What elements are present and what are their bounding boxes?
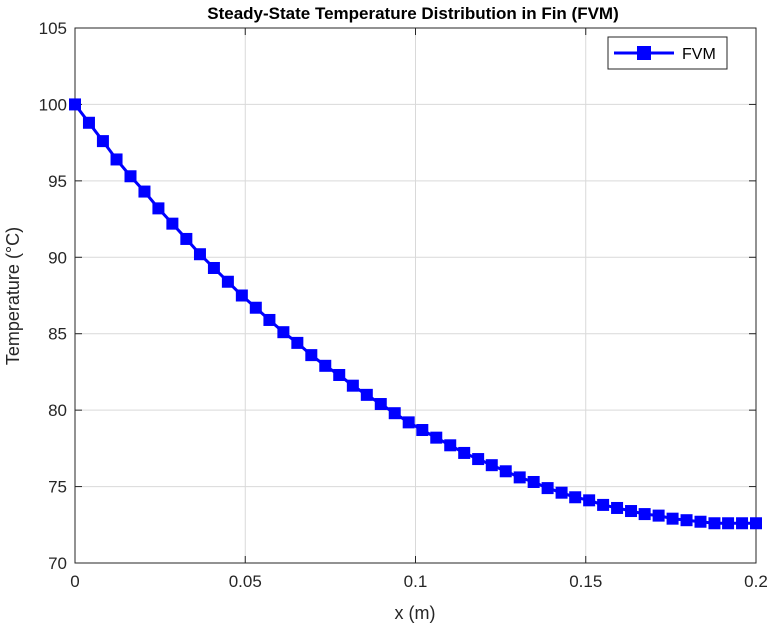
y-tick-label: 100 xyxy=(39,95,67,114)
x-tick-label: 0.05 xyxy=(229,572,262,591)
legend[interactable]: FVM xyxy=(607,36,728,70)
data-point xyxy=(374,398,387,411)
y-tick-label: 95 xyxy=(48,172,67,191)
data-point xyxy=(708,517,721,530)
data-point xyxy=(458,446,471,459)
grid xyxy=(74,27,757,564)
data-point xyxy=(722,517,735,530)
legend-box xyxy=(607,36,728,70)
y-tick-label: 85 xyxy=(48,325,67,344)
y-tick-label: 75 xyxy=(48,478,67,497)
data-point xyxy=(402,416,415,429)
axis-ticks: 0 0.05 0.1 0.15 0.2 70 75 80 85 90 95 100 105 xyxy=(39,19,768,591)
data-point xyxy=(597,498,610,511)
data-point xyxy=(166,217,179,230)
data-point xyxy=(69,98,81,111)
data-point xyxy=(207,261,220,274)
data-point xyxy=(666,512,679,525)
data-point xyxy=(138,185,151,198)
data-point xyxy=(736,517,749,530)
data-point xyxy=(360,388,373,401)
data-point xyxy=(388,407,401,420)
data-point xyxy=(485,459,498,472)
data-point xyxy=(96,135,109,148)
y-tick-label: 70 xyxy=(48,554,67,573)
data-point xyxy=(249,301,262,314)
data-point xyxy=(221,275,234,288)
x-tick-label: 0.1 xyxy=(404,572,428,591)
data-point xyxy=(152,202,165,215)
data-point xyxy=(499,465,512,478)
data-point xyxy=(472,453,485,466)
data-point xyxy=(277,326,290,339)
data-point xyxy=(638,508,651,521)
data-point xyxy=(416,424,429,437)
data-point xyxy=(263,313,276,326)
data-point xyxy=(694,515,707,528)
data-point xyxy=(430,431,443,444)
data-point xyxy=(680,514,693,527)
y-tick-label: 80 xyxy=(48,401,67,420)
series-layer xyxy=(69,98,762,530)
data-point xyxy=(319,359,332,372)
data-point xyxy=(555,486,568,499)
x-tick-label: 0.2 xyxy=(744,572,768,591)
x-tick-label: 0.15 xyxy=(569,572,602,591)
data-point xyxy=(124,170,137,183)
data-point xyxy=(333,368,346,381)
x-axis-label: x (m) xyxy=(395,603,436,623)
data-point xyxy=(180,232,193,245)
data-point xyxy=(541,482,554,495)
x-tick-label: 0 xyxy=(70,572,79,591)
data-point xyxy=(193,248,206,261)
data-point xyxy=(569,491,582,504)
data-point xyxy=(444,439,457,452)
data-point xyxy=(611,501,624,514)
data-point xyxy=(625,505,638,518)
legend-label: FVM xyxy=(682,46,716,63)
data-point xyxy=(513,471,526,484)
y-axis-label: Temperature (°C) xyxy=(3,227,23,365)
data-point xyxy=(110,153,123,166)
data-point xyxy=(527,475,540,488)
y-tick-label: 90 xyxy=(48,248,67,267)
data-point xyxy=(346,379,359,392)
data-point xyxy=(652,509,665,522)
y-tick-label: 105 xyxy=(39,19,67,38)
chart-title: Steady-State Temperature Distribution in… xyxy=(207,4,619,23)
data-point xyxy=(305,349,318,362)
data-point xyxy=(750,517,762,530)
data-point xyxy=(82,116,95,129)
legend-marker xyxy=(637,46,651,60)
data-point xyxy=(583,494,596,507)
data-point xyxy=(291,336,304,349)
data-point xyxy=(235,289,248,302)
